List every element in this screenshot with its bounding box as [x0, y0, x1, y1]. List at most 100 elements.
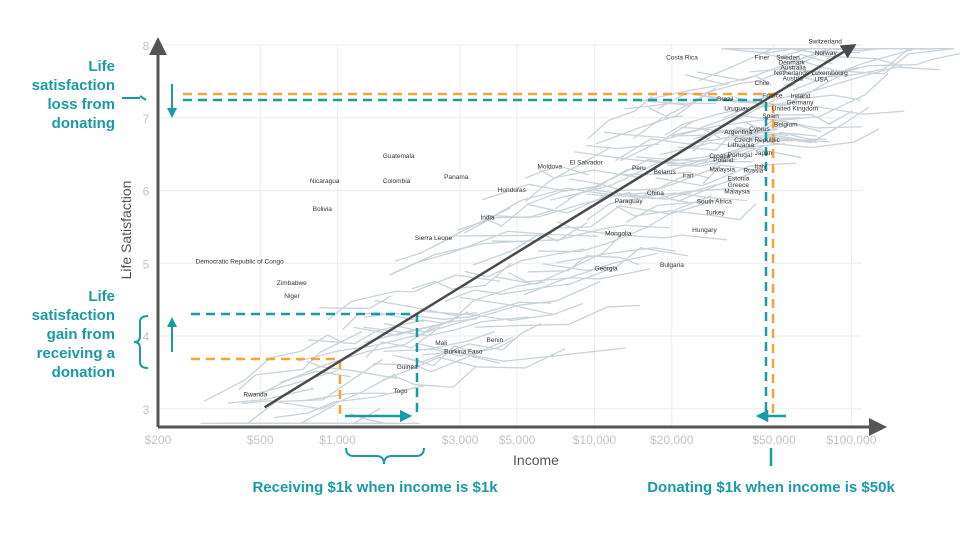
x-tick-label: $10,000 [573, 433, 617, 447]
country-label: Czech Republic [734, 137, 780, 144]
annotation-line: Life [88, 58, 115, 75]
country-trajectory [273, 385, 425, 419]
country-trajectory [574, 146, 755, 165]
country-label: Bulgaria [660, 262, 684, 269]
country-trajectory [365, 326, 440, 358]
country-label: Belarus [654, 169, 677, 176]
country-trajectory [423, 330, 496, 351]
country-label: Russia [743, 167, 763, 174]
country-label: Bolivia [313, 206, 333, 213]
x-tick-label: $1,000 [319, 433, 356, 447]
country-trajectory [381, 348, 566, 382]
country-trajectory-lines [200, 47, 960, 425]
country-trajectory [615, 203, 757, 221]
y-tick-label: 8 [143, 39, 150, 53]
country-label: Belgium [774, 121, 797, 128]
country-trajectory [569, 164, 722, 192]
country-label: China [647, 190, 664, 197]
country-trajectory [411, 262, 513, 290]
loss-pointer-tick [139, 95, 147, 101]
country-trajectory [523, 252, 658, 296]
country-trajectory [556, 220, 727, 241]
country-trajectory [238, 331, 363, 391]
country-trajectory [814, 105, 905, 115]
country-trajectory [491, 224, 670, 243]
country-trajectory [672, 192, 748, 202]
annotation-line: donation [52, 364, 115, 381]
country-trajectory [722, 69, 850, 119]
donating-caption: Donating $1k when income is $50k [647, 479, 895, 496]
x-tick-label: $5,000 [499, 433, 536, 447]
x-tick-label: $50,000 [752, 433, 796, 447]
y-axis-title: Life Satisfaction [118, 181, 134, 280]
country-trajectory [680, 126, 817, 139]
country-label: Luxembourg [812, 70, 849, 77]
country-label: Peru [632, 165, 646, 172]
country-trajectory [444, 266, 617, 303]
country-label: Moldova [537, 164, 562, 171]
country-trajectory [537, 195, 712, 253]
country-trajectory [744, 121, 822, 133]
country-trajectory [342, 312, 425, 331]
country-label: Mongolia [605, 231, 632, 238]
country-trajectory [421, 350, 501, 364]
country-label: Colombia [383, 178, 411, 185]
country-labels: Costa Rica Switzerland Norway SwedenDenmark… [196, 39, 849, 399]
country-trajectory [767, 110, 853, 125]
country-label: USA [815, 76, 829, 83]
country-trajectory [633, 115, 683, 139]
country-trajectory [395, 234, 547, 262]
country-label: Benin [487, 337, 504, 344]
country-label: United Kingdom [772, 105, 818, 112]
gain-brace [133, 315, 149, 369]
trend-line [263, 44, 857, 409]
x-axis-title: Income [513, 452, 559, 468]
country-label: Niger [284, 293, 300, 300]
country-label: Turkey [705, 210, 725, 217]
annotation-line: loss from [47, 96, 115, 113]
country-label: Sierra Leone [415, 235, 453, 242]
country-trajectory [508, 268, 650, 283]
country-label: Malaysia [709, 167, 735, 174]
country-label: Mali [435, 340, 447, 347]
country-trajectory [720, 47, 827, 55]
country-trajectory [552, 198, 719, 229]
donating-before-guide [183, 92, 775, 418]
country-label: Hungary [692, 227, 717, 234]
country-trajectory [587, 191, 689, 203]
country-label: Germany [787, 100, 814, 107]
country-label: Brazil [717, 96, 734, 103]
annotation-line: satisfaction [32, 307, 115, 324]
country-label: Georgia [594, 266, 618, 273]
country-label: Denmark [778, 60, 805, 67]
country-trajectory [603, 120, 694, 139]
country-trajectory [799, 94, 862, 101]
x-tick-label: $200 [145, 433, 172, 447]
annotation-line: Life [88, 288, 115, 305]
country-label: Uruguay [724, 105, 749, 112]
y-tick-label: 7 [143, 112, 150, 126]
country-trajectory [306, 360, 397, 380]
country-label: El Salvador [570, 159, 604, 166]
receiving-caption: Receiving $1k when income is $1k [252, 479, 498, 496]
trend-line-group [263, 44, 857, 409]
country-label: Paraguay [615, 198, 644, 205]
loss-annotation: Life satisfaction loss from donating [32, 58, 115, 132]
x-tick-label: $100,000 [826, 433, 876, 447]
y-tick-label: 4 [143, 330, 150, 344]
country-trajectory [389, 230, 598, 276]
country-trajectory [585, 143, 660, 150]
country-label: Argentina [724, 129, 752, 136]
country-trajectory [657, 91, 808, 110]
country-label: Malaysia [724, 188, 750, 195]
country-label: Spain [762, 113, 779, 120]
country-trajectory [203, 334, 345, 402]
country-label: Guatemala [383, 153, 415, 160]
country-label: Croatia [709, 153, 730, 160]
country-trajectory [423, 310, 554, 322]
country-label: Norway [815, 50, 838, 57]
country-label: Rwanda [243, 391, 267, 398]
country-trajectory [363, 316, 529, 337]
annotation-line: donating [52, 115, 115, 132]
